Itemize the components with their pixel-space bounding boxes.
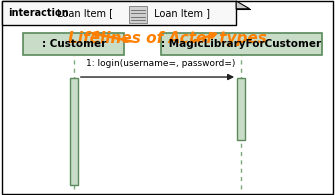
Text: : Customer: : Customer: [42, 39, 106, 49]
Text: 1: login(username=, password=): 1: login(username=, password=): [86, 59, 236, 68]
Polygon shape: [236, 1, 250, 9]
Text: Loan Item [: Loan Item [: [54, 8, 113, 18]
Text: Loan Item ]: Loan Item ]: [151, 8, 210, 18]
Text: interaction: interaction: [8, 8, 69, 18]
Text: Lifelines of Actor types: Lifelines of Actor types: [68, 32, 267, 46]
Bar: [161, 33, 322, 55]
Bar: [23, 33, 124, 55]
Bar: [70, 78, 78, 185]
Bar: [2, 1, 236, 25]
Bar: [237, 78, 245, 140]
Text: : MagicLibraryForCustomer: : MagicLibraryForCustomer: [161, 39, 321, 49]
Bar: [129, 6, 147, 23]
